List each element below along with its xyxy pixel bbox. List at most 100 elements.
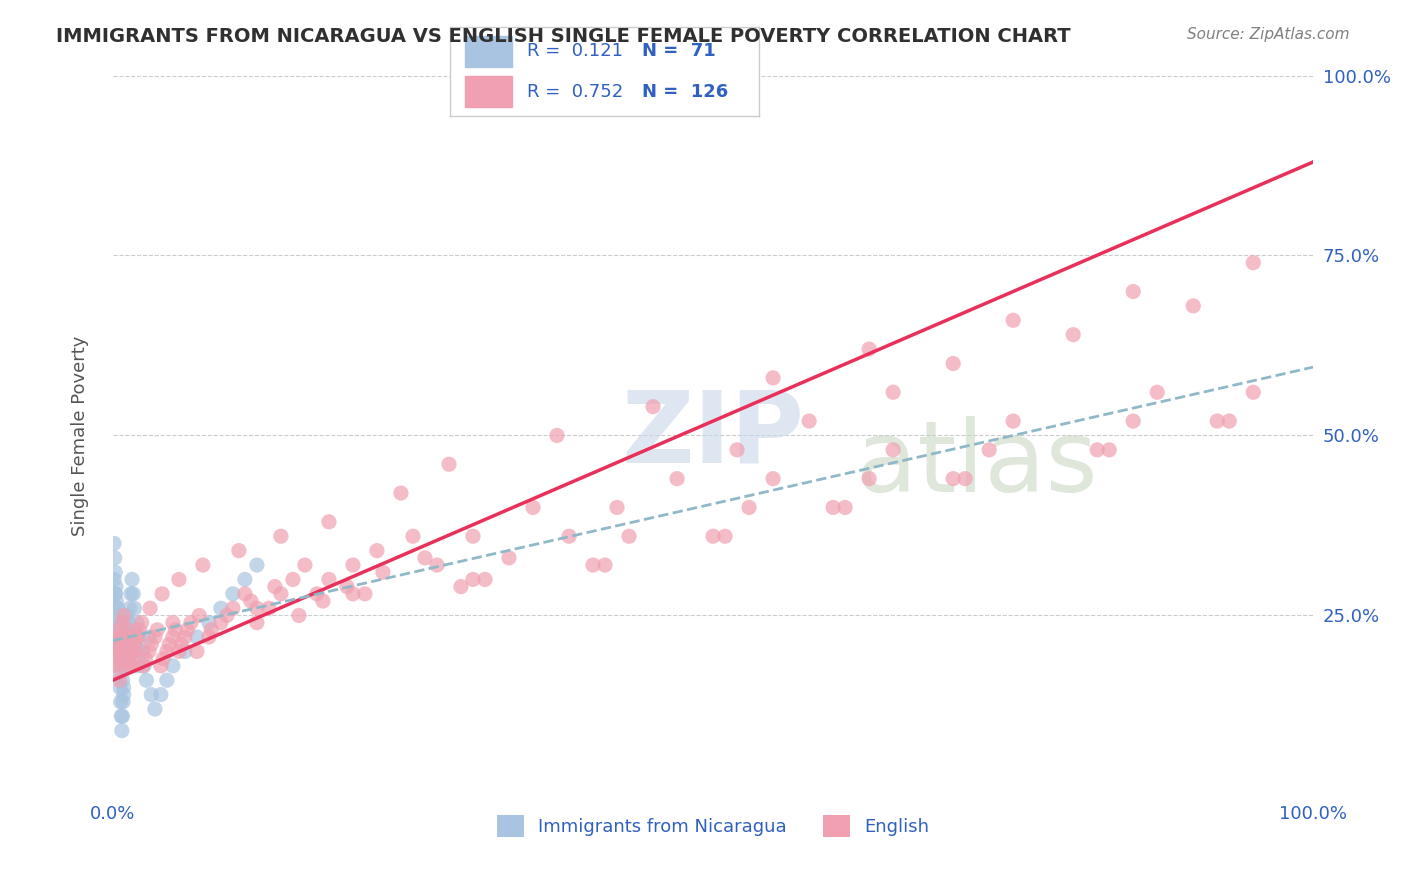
Point	[882, 442, 904, 457]
Point	[498, 550, 520, 565]
Point	[318, 515, 340, 529]
Point	[641, 400, 664, 414]
Point	[120, 658, 142, 673]
Point	[128, 623, 150, 637]
Point	[120, 637, 142, 651]
Point	[233, 573, 256, 587]
Point	[209, 601, 232, 615]
Point	[117, 623, 139, 637]
Point	[246, 615, 269, 630]
Point	[127, 630, 149, 644]
Point	[107, 630, 129, 644]
Point	[342, 587, 364, 601]
Point	[162, 630, 184, 644]
Point	[105, 644, 128, 658]
Point	[413, 550, 436, 565]
Point	[858, 342, 880, 356]
Point	[149, 658, 172, 673]
Bar	[465, 76, 512, 107]
Y-axis label: Single Female Poverty: Single Female Poverty	[72, 335, 89, 536]
Point	[105, 644, 128, 658]
Text: Source: ZipAtlas.com: Source: ZipAtlas.com	[1187, 27, 1350, 42]
Point	[246, 601, 269, 615]
Point	[114, 644, 136, 658]
Point	[738, 500, 761, 515]
Point	[366, 543, 388, 558]
Point	[450, 580, 472, 594]
Point	[131, 644, 153, 658]
Text: R =  0.752: R = 0.752	[527, 83, 623, 101]
Text: ZIP: ZIP	[621, 387, 804, 484]
Point	[522, 500, 544, 515]
Point	[108, 644, 131, 658]
Point	[257, 601, 280, 615]
Point	[546, 428, 568, 442]
Bar	[465, 36, 512, 67]
Point	[117, 630, 139, 644]
Point	[104, 580, 127, 594]
Point	[124, 601, 146, 615]
Point	[110, 615, 132, 630]
Point	[593, 558, 616, 572]
Point	[110, 651, 132, 665]
Point	[107, 623, 129, 637]
Point	[1218, 414, 1240, 428]
Point	[108, 673, 131, 688]
Point	[110, 658, 132, 673]
Point	[108, 651, 131, 665]
Point	[1122, 285, 1144, 299]
Point	[702, 529, 724, 543]
Point	[139, 601, 162, 615]
Point	[117, 608, 139, 623]
Point	[186, 644, 208, 658]
Point	[135, 673, 157, 688]
Point	[270, 587, 292, 601]
Text: atlas: atlas	[856, 416, 1098, 513]
Point	[143, 702, 166, 716]
Point	[389, 486, 412, 500]
Point	[239, 594, 262, 608]
Point	[474, 573, 496, 587]
Point	[797, 414, 820, 428]
Point	[132, 658, 155, 673]
Point	[105, 601, 128, 615]
Point	[132, 644, 155, 658]
Point	[117, 615, 139, 630]
Point	[162, 658, 184, 673]
Point	[222, 587, 245, 601]
Point	[979, 442, 1001, 457]
Point	[198, 615, 221, 630]
Point	[110, 695, 132, 709]
Point	[725, 442, 748, 457]
Point	[131, 615, 153, 630]
Point	[114, 658, 136, 673]
Point	[108, 630, 131, 644]
Point	[188, 608, 211, 623]
Point	[125, 658, 148, 673]
Point	[342, 558, 364, 572]
Point	[115, 644, 138, 658]
Point	[104, 550, 127, 565]
Point	[942, 356, 965, 370]
Point	[121, 651, 143, 665]
Point	[1182, 299, 1205, 313]
Point	[270, 529, 292, 543]
Point	[141, 688, 163, 702]
Point	[134, 651, 156, 665]
Point	[156, 673, 179, 688]
Point	[111, 637, 134, 651]
Point	[124, 644, 146, 658]
Point	[118, 658, 141, 673]
Point	[215, 608, 238, 623]
Point	[1146, 385, 1168, 400]
Point	[124, 623, 146, 637]
Point	[461, 529, 484, 543]
Point	[104, 587, 127, 601]
Point	[582, 558, 605, 572]
Point	[105, 608, 128, 623]
Point	[762, 371, 785, 385]
Point	[132, 658, 155, 673]
Point	[186, 630, 208, 644]
Point	[156, 644, 179, 658]
Point	[128, 630, 150, 644]
